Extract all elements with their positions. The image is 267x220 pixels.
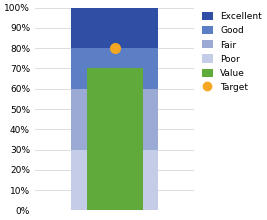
- Bar: [87, 68, 143, 210]
- Bar: [71, 8, 159, 48]
- Bar: [71, 48, 159, 89]
- Bar: [71, 150, 159, 210]
- Bar: [71, 89, 159, 150]
- Legend: Excellent, Good, Fair, Poor, Value, Target: Excellent, Good, Fair, Poor, Value, Targ…: [202, 12, 262, 92]
